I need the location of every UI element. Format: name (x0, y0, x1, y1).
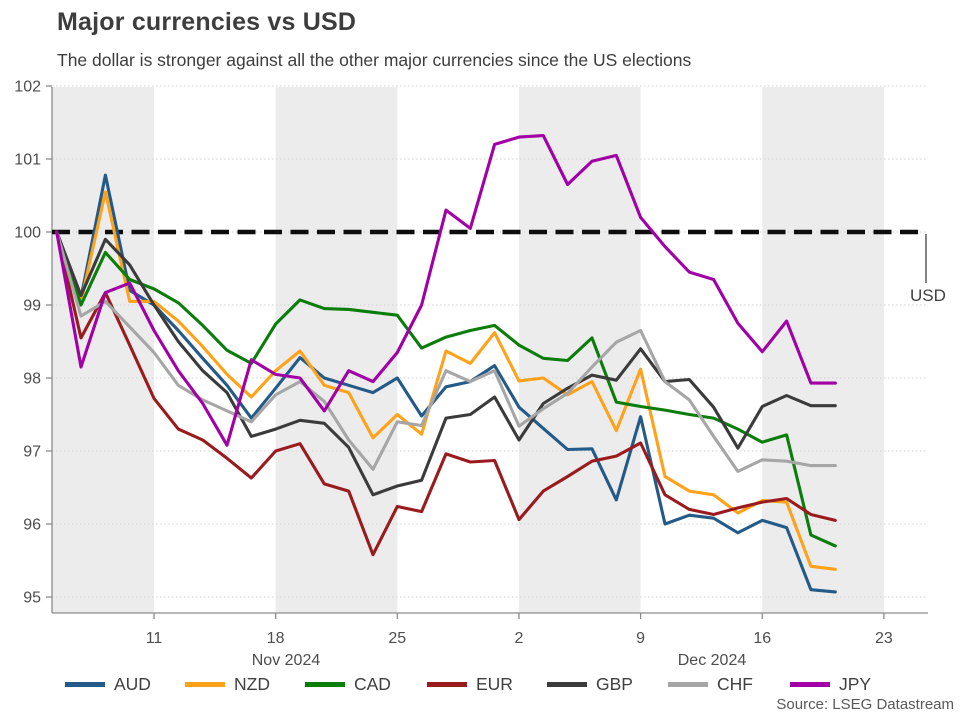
legend-item-AUD: AUD (65, 672, 151, 696)
month-label: Nov 2024 (252, 652, 321, 669)
legend-label-AUD: AUD (114, 673, 151, 694)
x-tick-label: 9 (636, 630, 645, 647)
month-label: Dec 2024 (678, 652, 747, 669)
series-line-EUR (55, 230, 837, 557)
weekend-band (762, 87, 884, 613)
series-line-CHF (55, 230, 837, 473)
y-tick-label: 96 (23, 517, 41, 534)
legend-item-CHF: CHF (668, 672, 753, 696)
x-tick-label: 11 (146, 630, 163, 647)
weekend-band (275, 87, 398, 613)
legend-label-JPY: JPY (839, 673, 872, 694)
legend-label-NZD: NZD (234, 673, 270, 694)
legend-item-EUR: EUR (427, 672, 513, 696)
series-line-GBP (55, 230, 837, 497)
legend-swatch-EUR (427, 681, 467, 687)
legend-swatch-CHF (668, 681, 708, 687)
y-tick-label: 102 (14, 79, 41, 96)
series-line-CAD (55, 230, 837, 548)
legend-swatch-JPY (790, 681, 830, 687)
y-tick-label: 101 (14, 152, 41, 169)
legend-swatch-NZD (185, 681, 225, 687)
x-tick-label: 2 (515, 630, 524, 647)
y-tick-label: 97 (23, 444, 41, 461)
y-tick-label: 100 (14, 225, 41, 242)
legend-swatch-CAD (305, 681, 345, 687)
legend-label-EUR: EUR (476, 673, 513, 694)
legend-label-CAD: CAD (354, 673, 391, 694)
legend-item-JPY: JPY (790, 672, 871, 696)
legend-label-GBP: GBP (596, 673, 633, 694)
x-tick-label: 25 (388, 630, 406, 647)
chart-subtitle: The dollar is stronger against all the o… (57, 50, 692, 70)
source-note: Source: LSEG Datastream (776, 696, 954, 713)
x-tick-label: 23 (875, 630, 893, 647)
x-tick-label: 16 (753, 630, 771, 647)
weekend-band (52, 87, 155, 613)
series-line-JPY (55, 134, 837, 447)
series-line-NZD (55, 190, 837, 571)
chart-title: Major currencies vs USD (57, 8, 357, 36)
y-tick-label: 95 (23, 590, 41, 607)
legend-item-NZD: NZD (185, 672, 270, 696)
legend-label-CHF: CHF (717, 673, 753, 694)
y-tick-label: 98 (23, 371, 41, 388)
legend-item-CAD: CAD (305, 672, 391, 696)
series-line-AUD (55, 173, 837, 594)
legend-swatch-GBP (547, 681, 587, 687)
usd-baseline-label: USD (910, 286, 946, 305)
y-tick-label: 99 (23, 298, 41, 315)
legend-swatch-AUD (65, 681, 105, 687)
x-tick-label: 18 (267, 630, 285, 647)
legend-item-GBP: GBP (547, 672, 633, 696)
legend: AUD NZD CAD EUR GBP CHF JPY (0, 672, 960, 696)
